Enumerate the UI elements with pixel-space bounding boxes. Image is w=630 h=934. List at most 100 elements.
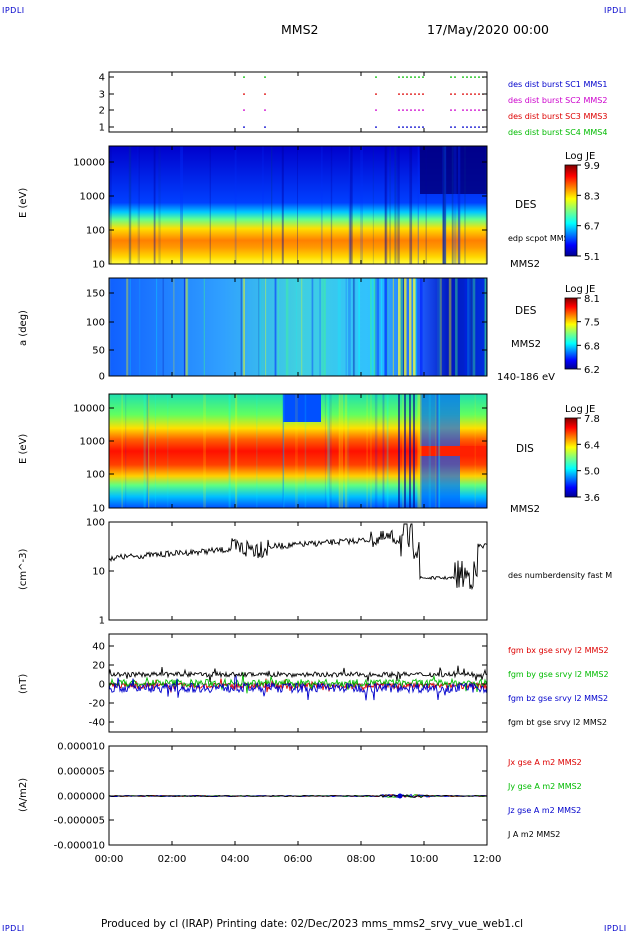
spectrogram-stripe	[417, 394, 420, 508]
spectrogram-stripe	[437, 278, 439, 376]
spectrogram-stripe	[234, 146, 237, 264]
burst-mark	[410, 126, 412, 128]
y-tick-label: 0.000010	[57, 742, 105, 753]
burst-mark	[264, 93, 266, 95]
panel-frame	[108, 71, 488, 133]
burst-mark	[410, 76, 412, 78]
spectrogram-stripe	[282, 394, 284, 508]
spectrogram-stripe	[183, 278, 185, 376]
colorbar-tick-label: 9.9	[584, 161, 600, 172]
date-title: 17/May/2020 00:00	[427, 22, 549, 37]
corner-label-bottom-right: IPDLI	[604, 924, 627, 933]
colorbar-tick-label: 3.6	[584, 493, 600, 504]
spectrogram-stripe	[128, 146, 132, 264]
burst-mark	[414, 126, 416, 128]
spectrogram-stripe	[203, 278, 205, 376]
burst-mark	[478, 126, 480, 128]
spectrogram-stripe	[484, 278, 487, 376]
spectrogram-stripe	[311, 278, 314, 376]
bfield-legend-entry: fgm by gse srvy l2 MMS2	[508, 670, 609, 679]
spectrogram-stripe	[386, 278, 389, 376]
corner-label-bottom-left: IPDLI	[2, 924, 25, 933]
y-tick-label: 20	[92, 661, 105, 672]
spectrogram-stripe	[185, 278, 188, 376]
spectrogram-stripe	[409, 146, 413, 264]
spectrogram-stripe	[185, 278, 188, 376]
colorbar-title: Log JE	[565, 151, 595, 162]
spectrogram-stripe	[464, 146, 466, 264]
spectrogram-stripe	[271, 146, 273, 264]
burst-mark	[375, 109, 377, 111]
burst-mark	[470, 93, 472, 95]
burst-mark	[422, 126, 424, 128]
spectrogram-stripe	[381, 278, 383, 376]
colorbar-tick-label: 5.1	[584, 252, 600, 263]
y-tick-label: 1000	[80, 192, 105, 203]
spectrogram-stripe	[485, 146, 487, 264]
burst-mark	[422, 109, 424, 111]
colorbar	[564, 164, 578, 257]
spectrogram-stripe	[437, 394, 441, 508]
spectrogram-stripe	[139, 278, 141, 376]
burst-mark	[410, 109, 412, 111]
des-energy-low-flux-region	[420, 146, 487, 194]
spectrogram-stripe	[448, 278, 452, 376]
colorbar-tick-label: 7.8	[584, 414, 600, 425]
spectrogram-stripe	[418, 394, 422, 508]
y-tick-label: 4	[99, 73, 105, 84]
spectrogram-stripe	[453, 146, 457, 264]
spectrogram-stripe	[442, 146, 444, 264]
spectrogram-stripe	[455, 278, 458, 376]
y-tick-label: 1	[99, 616, 105, 627]
burst-mark	[243, 109, 245, 111]
spectrogram-stripe	[392, 278, 394, 376]
bfield-legend-entry: fgm bt gse srvy l2 MMS2	[508, 718, 607, 727]
burst-mark	[474, 93, 476, 95]
y-tick-label: 0.000000	[57, 792, 105, 803]
spectrogram-stripe	[457, 146, 461, 264]
burst-legend-entry: des dist burst SC1 MMS1	[508, 80, 607, 89]
spectrogram-stripe	[372, 146, 374, 264]
dis-dark-stripe	[398, 394, 400, 508]
spectrogram-stripe	[384, 278, 388, 376]
spectrogram-stripe	[467, 278, 470, 376]
burst-mark	[418, 76, 420, 78]
spectrogram-stripe	[261, 278, 264, 376]
burst-mark	[398, 93, 400, 95]
pitch-bright-stripe	[409, 278, 412, 376]
spectrogram-stripe	[121, 394, 123, 508]
spectrogram-stripe	[412, 278, 414, 376]
burst-mark	[422, 76, 424, 78]
spectrogram-stripe	[262, 146, 264, 264]
spectrogram-stripe	[400, 278, 404, 376]
burst-mark	[406, 76, 408, 78]
spectrogram-stripe	[352, 278, 354, 376]
spectrogram-stripe	[394, 146, 397, 264]
bt-series	[108, 665, 488, 683]
burst-mark	[414, 109, 416, 111]
spectrogram-stripe	[327, 394, 330, 508]
spectrogram-stripe	[109, 146, 112, 264]
spectrogram-stripe	[337, 278, 341, 376]
spectrogram-stripe	[295, 394, 298, 508]
burst-mark	[375, 76, 377, 78]
burst-mark	[474, 109, 476, 111]
y-tick-label: -0.000005	[54, 816, 105, 827]
corner-label-top-right: IPDLI	[604, 6, 627, 15]
current-spike	[397, 793, 403, 799]
burst-mark	[470, 76, 472, 78]
burst-mark	[243, 76, 245, 78]
spectrogram-stripe	[442, 146, 445, 264]
panel-side-label: edp scpot MMS2	[508, 234, 574, 243]
colorbar-tick-label: 6.8	[584, 341, 600, 352]
spacecraft-title: MMS2	[281, 22, 319, 37]
spectrogram-stripe	[374, 394, 378, 508]
density-legend: des numberdensity fast M	[508, 571, 612, 580]
spectrogram-stripe	[244, 278, 245, 376]
spectrogram-stripe	[389, 146, 391, 264]
spectrogram-stripe	[281, 146, 284, 264]
current-legend-entry: Jz gse A m2 MMS2	[507, 806, 581, 815]
spectrogram-stripe	[358, 278, 360, 376]
panel-side-label: MMS2	[510, 259, 540, 270]
spectrogram-stripe	[428, 394, 431, 508]
